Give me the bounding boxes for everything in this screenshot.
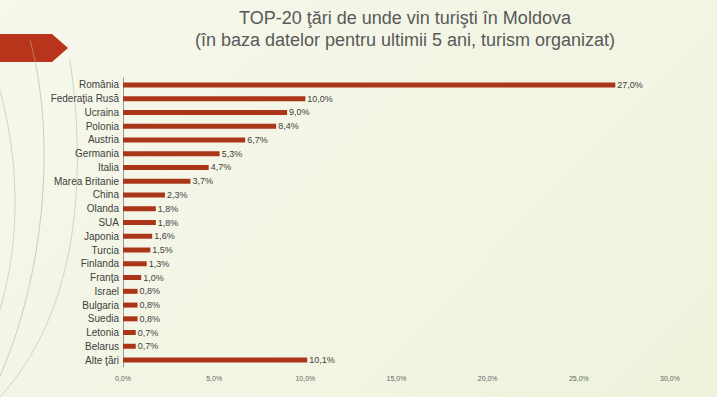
svg-text:Japonia: Japonia (84, 231, 119, 242)
svg-text:0,8%: 0,8% (140, 286, 161, 296)
svg-text:0,7%: 0,7% (138, 341, 159, 351)
svg-text:1,5%: 1,5% (152, 245, 173, 255)
svg-text:Marea Britanie: Marea Britanie (54, 176, 119, 187)
svg-text:Israel: Israel (95, 286, 119, 297)
svg-text:Alte ţări: Alte ţări (85, 355, 119, 366)
svg-text:27,0%: 27,0% (617, 80, 643, 90)
svg-text:Olanda: Olanda (87, 203, 120, 214)
svg-text:Bulgaria: Bulgaria (82, 300, 119, 311)
svg-text:(în baza datelor pentru ultimi: (în baza datelor pentru ultimii 5 ani, t… (195, 30, 615, 50)
svg-text:0,8%: 0,8% (140, 300, 161, 310)
svg-text:1,3%: 1,3% (149, 259, 170, 269)
svg-text:Belarus: Belarus (85, 341, 119, 352)
svg-text:România: România (79, 79, 119, 90)
svg-text:10,0%: 10,0% (307, 94, 333, 104)
svg-text:Finlanda: Finlanda (81, 258, 120, 269)
svg-text:Turcia: Turcia (92, 245, 120, 256)
svg-text:20,0%: 20,0% (478, 375, 498, 382)
svg-text:2,3%: 2,3% (167, 190, 188, 200)
svg-text:SUA: SUA (98, 217, 119, 228)
svg-text:Austria: Austria (88, 134, 120, 145)
svg-text:Letonia: Letonia (86, 327, 119, 338)
svg-text:8,4%: 8,4% (278, 121, 299, 131)
svg-text:15,0%: 15,0% (387, 375, 407, 382)
svg-text:0,8%: 0,8% (140, 314, 161, 324)
svg-text:Federaţia Rusă: Federaţia Rusă (51, 93, 120, 104)
svg-text:5,0%: 5,0% (206, 375, 222, 382)
svg-text:10,0%: 10,0% (295, 375, 315, 382)
svg-text:0,0%: 0,0% (115, 375, 131, 382)
svg-text:30,0%: 30,0% (660, 375, 680, 382)
svg-text:10,1%: 10,1% (309, 355, 335, 365)
svg-text:6,7%: 6,7% (247, 135, 268, 145)
svg-text:Suedia: Suedia (88, 313, 120, 324)
svg-text:1,0%: 1,0% (143, 273, 164, 283)
svg-text:Franţa: Franţa (90, 272, 119, 283)
svg-text:0,7%: 0,7% (138, 328, 159, 338)
svg-text:3,7%: 3,7% (192, 176, 213, 186)
svg-text:China: China (93, 189, 120, 200)
svg-text:1,6%: 1,6% (154, 231, 175, 241)
svg-text:9,0%: 9,0% (289, 107, 310, 117)
svg-text:Polonia: Polonia (86, 121, 120, 132)
svg-text:1,8%: 1,8% (158, 218, 179, 228)
svg-text:5,3%: 5,3% (222, 149, 243, 159)
svg-text:TOP-20 ţări de unde vin turişt: TOP-20 ţări de unde vin turişti în Moldo… (239, 8, 572, 28)
svg-text:1,8%: 1,8% (158, 204, 179, 214)
svg-text:Germania: Germania (75, 148, 119, 159)
svg-text:4,7%: 4,7% (211, 162, 232, 172)
svg-text:Italia: Italia (98, 162, 120, 173)
svg-text:Ucraina: Ucraina (85, 107, 120, 118)
svg-text:25,0%: 25,0% (569, 375, 589, 382)
